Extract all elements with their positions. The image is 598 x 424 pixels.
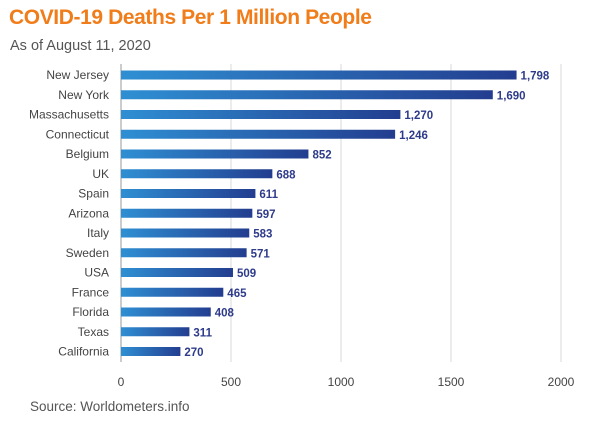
bar-italy [121, 228, 250, 238]
category-label: Texas [78, 325, 109, 339]
value-label: 270 [184, 347, 203, 359]
gridlines [230, 64, 562, 362]
value-label: 852 [312, 150, 331, 162]
bar-texas [121, 327, 190, 337]
category-label: Connecticut [46, 127, 110, 141]
x-tick-label: 0 [118, 375, 125, 389]
value-label: 597 [256, 209, 275, 221]
bar-florida [121, 307, 211, 317]
x-tick-label: 1000 [328, 375, 355, 389]
value-label: 1,690 [497, 90, 526, 102]
category-label: New Jersey [46, 68, 109, 82]
bar-new-jersey [121, 70, 517, 80]
value-label: 408 [215, 308, 235, 320]
category-label: USA [84, 266, 109, 280]
bar-usa [121, 268, 233, 277]
category-labels: New Jersey New York Massachusetts Connectic… [29, 68, 110, 359]
category-label: New York [58, 88, 110, 102]
chart-subtitle: As of August 11, 2020 [10, 38, 151, 54]
bar-belgium [121, 149, 309, 159]
category-label: Italy [87, 226, 109, 240]
value-label: 688 [276, 169, 296, 181]
bar-france [121, 287, 224, 297]
category-label: California [58, 345, 109, 359]
x-tick-label: 2000 [548, 375, 575, 389]
value-label: 1,798 [521, 71, 550, 83]
category-label: France [72, 285, 110, 299]
x-tick-label: 500 [221, 375, 241, 389]
bars [121, 70, 517, 356]
value-label: 583 [253, 229, 272, 241]
category-label: Sweden [66, 246, 109, 260]
x-tick-labels: 0 500 1000 1500 2000 [118, 375, 575, 389]
value-label: 465 [227, 288, 247, 300]
value-label: 509 [237, 268, 256, 280]
bar-new-york [121, 90, 493, 100]
bar-massachusetts [121, 110, 401, 119]
value-label: 611 [259, 189, 278, 201]
value-label: 1,246 [399, 130, 428, 142]
category-label: Florida [72, 305, 109, 319]
category-label: Belgium [66, 147, 109, 161]
category-label: Spain [78, 187, 109, 201]
category-label: Arizona [68, 206, 109, 220]
chart-title: COVID-19 Deaths Per 1 Million People [9, 6, 372, 29]
bar-uk [121, 169, 273, 179]
value-label: 311 [193, 327, 212, 339]
bar-california [121, 347, 181, 356]
source-note: Source: Worldometers.info [30, 399, 190, 414]
bar-arizona [121, 208, 253, 218]
bar-sweden [121, 248, 247, 258]
value-labels: 1,798 1,690 1,270 1,246 852 688 611 597 583 571 50… [184, 71, 550, 360]
category-label: UK [92, 167, 109, 181]
value-label: 571 [251, 248, 271, 260]
bar-spain [121, 189, 256, 198]
value-label: 1,270 [404, 110, 433, 122]
bar-connecticut [121, 129, 396, 139]
x-tick-label: 1500 [438, 375, 465, 389]
category-label: Massachusetts [29, 108, 109, 122]
